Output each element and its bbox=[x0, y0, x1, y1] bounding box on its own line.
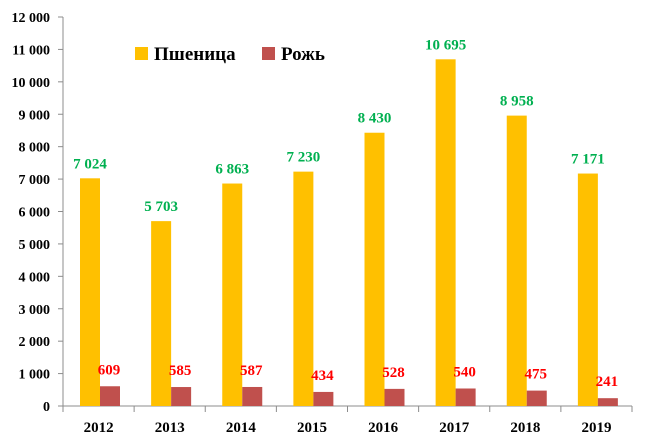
y-tick-label: 1 000 bbox=[19, 368, 51, 383]
bar-rye bbox=[597, 398, 618, 406]
x-tick-label: 2017 bbox=[439, 420, 470, 436]
y-tick-label: 0 bbox=[43, 400, 50, 415]
data-label-wheat: 8 430 bbox=[358, 111, 392, 127]
legend: Пшеница Рожь bbox=[135, 44, 325, 65]
data-labels: 7 024 5 703 6 863 7 230 8 430 10 695 8 958 7 17… bbox=[73, 37, 618, 390]
bars bbox=[80, 59, 618, 407]
bar-wheat bbox=[435, 59, 456, 407]
data-label-rye: 241 bbox=[596, 374, 619, 390]
data-label-rye: 475 bbox=[525, 367, 548, 383]
data-label-rye: 585 bbox=[169, 363, 192, 379]
y-tick-label: 8 000 bbox=[19, 141, 51, 156]
y-tick-label: 10 000 bbox=[12, 76, 51, 91]
bar-wheat bbox=[151, 221, 172, 406]
bar-rye bbox=[384, 388, 405, 406]
data-label-rye: 434 bbox=[311, 368, 334, 384]
bar-rye bbox=[455, 388, 476, 406]
bar-wheat bbox=[222, 183, 243, 406]
data-label-wheat: 6 863 bbox=[215, 162, 249, 178]
y-tick-label: 2 000 bbox=[19, 335, 51, 350]
bar-rye bbox=[242, 386, 263, 406]
y-tick-label: 9 000 bbox=[19, 108, 51, 123]
y-axis: 0 1 000 2 000 3 000 4 000 5 000 6 000 7 000 8 00… bbox=[12, 11, 64, 415]
y-tick-label: 3 000 bbox=[19, 303, 51, 318]
y-tick-label: 6 000 bbox=[19, 206, 51, 221]
y-tick-label: 5 000 bbox=[19, 238, 51, 253]
data-label-wheat: 5 703 bbox=[144, 199, 178, 215]
bar-rye bbox=[171, 387, 192, 406]
bar-rye bbox=[526, 390, 547, 406]
data-label-rye: 587 bbox=[240, 363, 263, 379]
x-tick-label: 2013 bbox=[155, 420, 185, 436]
data-label-rye: 609 bbox=[98, 362, 121, 378]
y-tick-label: 11 000 bbox=[12, 43, 50, 58]
data-label-wheat: 7 024 bbox=[73, 156, 107, 172]
y-tick-label: 12 000 bbox=[12, 11, 51, 26]
x-tick-label: 2014 bbox=[226, 420, 257, 436]
data-label-rye: 540 bbox=[453, 364, 476, 380]
data-label-wheat: 7 171 bbox=[571, 152, 605, 168]
data-label-wheat: 10 695 bbox=[425, 37, 466, 53]
bar-wheat bbox=[364, 132, 385, 407]
y-tick-label: 4 000 bbox=[19, 270, 51, 285]
x-tick-label: 2018 bbox=[510, 420, 540, 436]
bar-rye bbox=[100, 386, 120, 406]
y-tick-label: 7 000 bbox=[19, 173, 51, 188]
x-tick-label: 2016 bbox=[368, 420, 399, 436]
legend-label-rye: Рожь bbox=[281, 44, 325, 65]
bar-wheat bbox=[506, 115, 527, 406]
data-label-rye: 528 bbox=[382, 365, 405, 381]
bar-wheat bbox=[577, 173, 598, 406]
legend-swatch-rye bbox=[262, 47, 275, 60]
bar-wheat bbox=[80, 178, 100, 406]
data-label-wheat: 7 230 bbox=[287, 150, 321, 166]
x-tick-label: 2012 bbox=[84, 420, 114, 436]
legend-swatch-wheat bbox=[135, 47, 148, 60]
legend-label-wheat: Пшеница bbox=[154, 44, 236, 65]
bar-rye bbox=[313, 391, 334, 406]
data-label-wheat: 8 958 bbox=[500, 94, 534, 110]
bar-wheat bbox=[293, 171, 314, 406]
x-tick-label: 2015 bbox=[297, 420, 327, 436]
x-axis: 2012 2013 2014 2015 2016 2017 2018 2019 bbox=[62, 405, 633, 436]
x-tick-label: 2019 bbox=[581, 420, 611, 436]
